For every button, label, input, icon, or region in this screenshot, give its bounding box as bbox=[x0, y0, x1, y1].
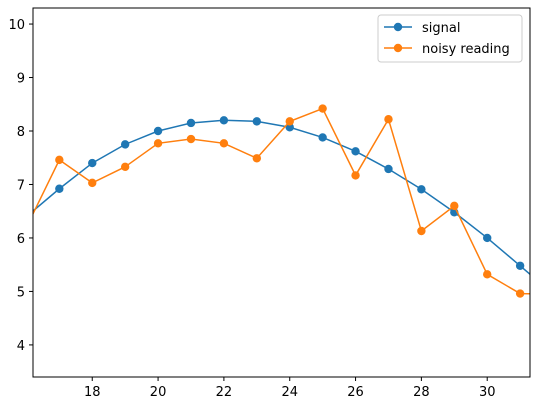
y-tick-label: 7 bbox=[17, 178, 25, 193]
legend: signal noisy reading bbox=[377, 14, 523, 63]
y-tick-label: 10 bbox=[8, 18, 25, 33]
data-point bbox=[120, 140, 130, 149]
data-point bbox=[483, 233, 492, 243]
data-point bbox=[417, 226, 426, 236]
y-tick-label: 9 bbox=[17, 72, 25, 87]
data-point bbox=[483, 270, 492, 279]
data-point bbox=[351, 147, 360, 156]
data-point bbox=[252, 154, 262, 163]
x-tick-label: 28 bbox=[413, 385, 430, 400]
axis-layer: 18 20 22 24 26 28 30 4 5 6 7 8 9 10 bbox=[8, 18, 495, 400]
data-point bbox=[153, 139, 163, 148]
data-point bbox=[318, 104, 327, 113]
data-point bbox=[219, 116, 229, 125]
series-line-0 bbox=[33, 119, 530, 276]
data-point bbox=[417, 185, 426, 194]
legend-box bbox=[377, 14, 523, 63]
data-point bbox=[186, 134, 196, 144]
x-tick-label: 20 bbox=[150, 385, 167, 400]
legend-marker-1 bbox=[393, 43, 403, 53]
x-tick-label: 24 bbox=[281, 385, 298, 400]
y-tick-label: 4 bbox=[17, 339, 25, 354]
series-0 bbox=[22, 116, 530, 276]
x-tick-label: 26 bbox=[347, 385, 364, 400]
data-point bbox=[515, 289, 525, 298]
data-point bbox=[219, 139, 229, 148]
y-tick-label: 6 bbox=[17, 232, 25, 247]
x-tick-label: 22 bbox=[216, 385, 233, 400]
data-point bbox=[120, 162, 130, 172]
legend-marker-0 bbox=[393, 22, 403, 32]
series-1 bbox=[22, 104, 530, 298]
data-point bbox=[22, 223, 30, 231]
legend-label-0: signal bbox=[422, 21, 460, 36]
data-point bbox=[55, 155, 64, 165]
data-point bbox=[285, 123, 294, 132]
plot-frame bbox=[32, 7, 531, 378]
y-tick-label: 5 bbox=[17, 285, 25, 300]
data-point bbox=[55, 184, 64, 193]
data-point bbox=[88, 178, 97, 188]
series-layer bbox=[22, 104, 530, 298]
data-point bbox=[318, 133, 327, 142]
data-point bbox=[285, 117, 294, 126]
x-tick-label: 18 bbox=[84, 385, 101, 400]
legend-label-1: noisy reading bbox=[422, 42, 510, 57]
data-point bbox=[88, 158, 97, 168]
data-point bbox=[450, 201, 459, 211]
data-point bbox=[186, 118, 196, 128]
data-point bbox=[384, 164, 393, 174]
data-point bbox=[351, 171, 360, 180]
data-point bbox=[252, 117, 262, 126]
data-point bbox=[515, 261, 525, 270]
data-point bbox=[384, 115, 393, 124]
series-line-1 bbox=[33, 107, 530, 295]
data-point bbox=[22, 212, 30, 220]
x-tick-label: 30 bbox=[479, 385, 496, 400]
y-tick-label: 8 bbox=[17, 125, 25, 140]
data-point bbox=[153, 126, 163, 136]
